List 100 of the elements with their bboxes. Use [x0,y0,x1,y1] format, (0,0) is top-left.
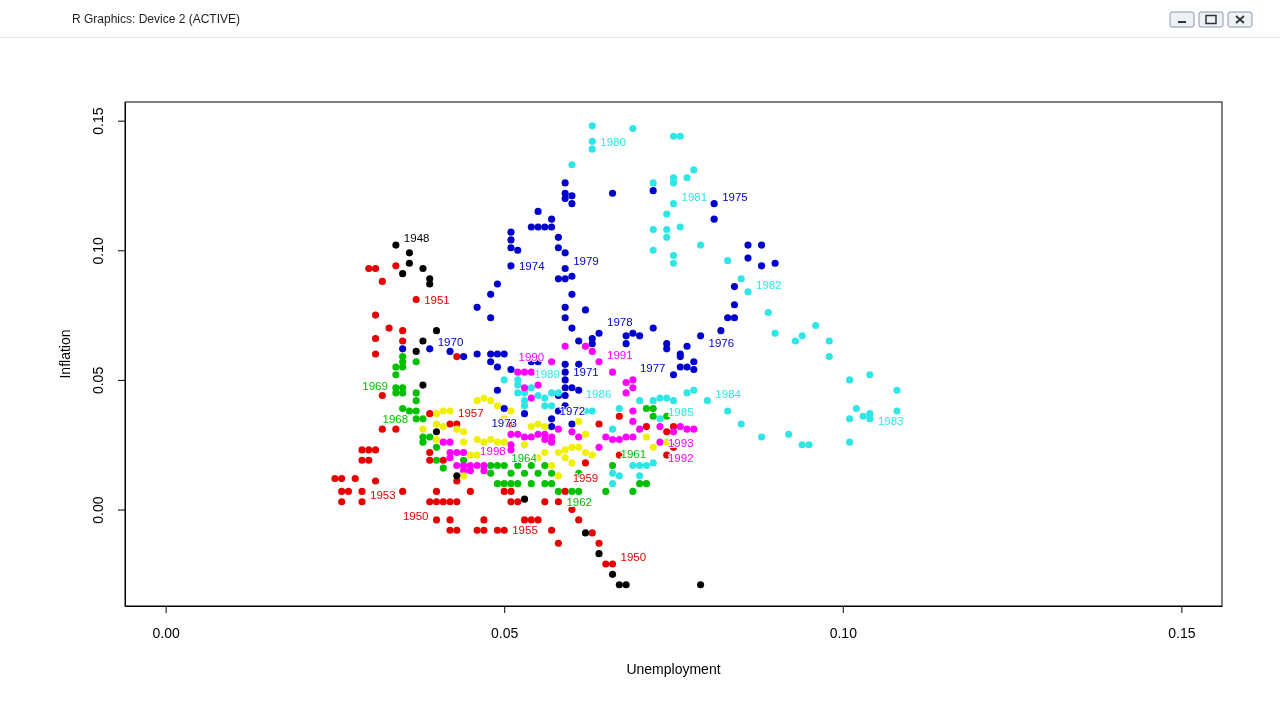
point [507,446,515,454]
annotation: 1979 [573,255,599,268]
point [615,581,623,589]
point [656,423,664,431]
point [514,430,522,438]
annotation: 1955 [512,524,538,537]
x-tick-label: 0.05 [491,624,519,641]
point [602,433,610,441]
point [554,487,562,495]
point [453,425,461,433]
point [622,389,630,397]
point [487,469,495,477]
point [548,438,556,446]
point [432,420,441,428]
point [568,487,576,495]
point [473,461,481,470]
point [588,451,596,459]
point [493,402,502,410]
point [446,407,454,415]
point [642,404,650,413]
point [480,467,488,475]
point [656,438,664,446]
point [500,438,508,446]
annotation: 1980 [600,136,626,149]
point [622,581,630,589]
point [419,415,427,423]
point [676,423,684,431]
point [399,270,407,278]
point [534,430,542,438]
point [432,327,441,335]
point [561,342,569,350]
point [649,443,657,451]
point [575,443,583,451]
point [520,433,529,441]
point [493,461,502,470]
point [419,425,427,433]
point [493,438,502,446]
point [602,487,610,495]
annotation: 1950 [620,551,647,563]
point [507,480,515,488]
point [527,433,535,441]
point [392,363,400,371]
point [432,443,441,451]
point [507,469,515,477]
annotation: 1971 [573,366,599,379]
point [412,347,420,355]
point [541,423,549,431]
point [466,451,474,459]
point [649,404,657,413]
point [453,448,461,457]
point [392,241,400,249]
point [608,435,617,444]
point [541,448,549,457]
x-axis-title: Unemployment [626,661,721,677]
annotation: 1984 [715,387,742,400]
point [392,371,400,379]
point [575,487,583,495]
point [432,435,441,444]
point [520,368,529,376]
point [460,472,468,480]
annotation: 1985 [667,405,694,418]
point [493,480,502,488]
point [548,358,556,366]
point [487,461,495,470]
annotation: 1975 [722,190,748,203]
y-tick-label: 0.05 [90,366,106,395]
point [460,448,468,457]
point [568,443,576,451]
point [534,420,542,428]
point [399,389,407,397]
annotation: 1950 [402,509,429,522]
point [548,469,556,477]
annotation: 1998 [480,445,506,458]
annotation: 1951 [424,293,450,306]
point [636,480,644,488]
point [399,363,407,371]
annotation: 1948 [403,232,430,245]
point [629,433,637,441]
point [622,433,630,441]
point [541,461,549,470]
point [554,472,562,480]
point [473,451,481,459]
point [629,384,637,392]
point [432,428,441,436]
annotation: 1968 [382,412,409,425]
point [460,428,468,436]
point [480,394,488,402]
point [629,487,637,495]
point [622,378,630,387]
annotation: 1983 [877,414,904,427]
point [487,435,495,444]
point [514,480,522,488]
point [588,347,596,355]
point [548,480,556,488]
point [500,480,508,488]
point [534,469,542,477]
point [514,368,522,376]
point [581,342,590,350]
point [412,397,420,405]
point [446,454,454,462]
